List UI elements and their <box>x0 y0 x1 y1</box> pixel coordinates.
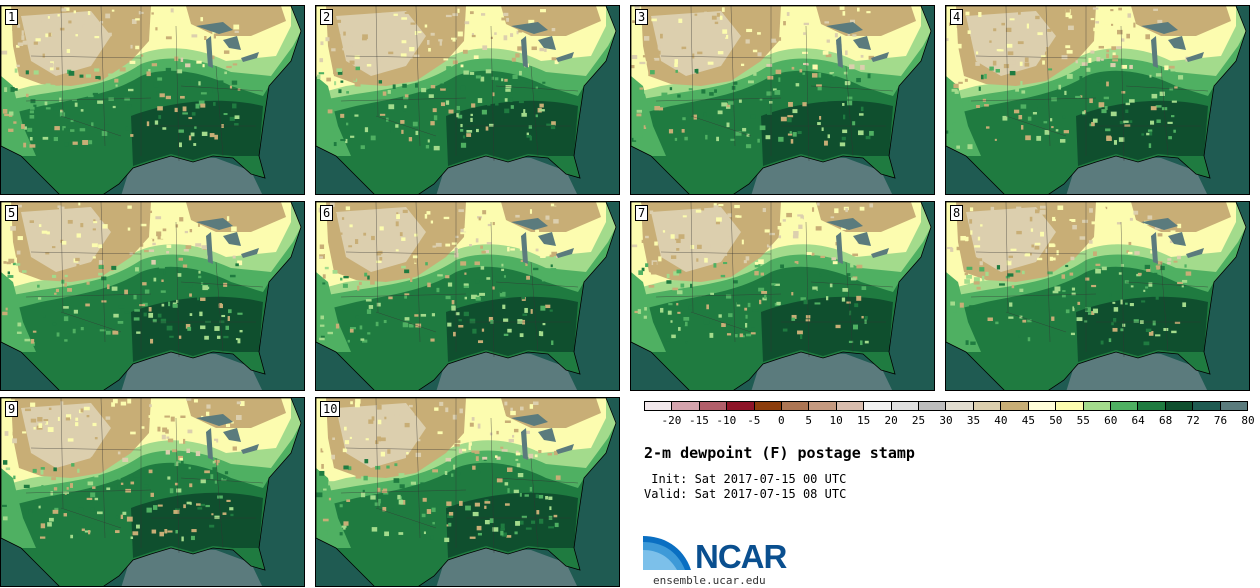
ensemble-member-panel: 4 <box>945 5 1250 195</box>
dewpoint-map <box>316 398 619 586</box>
dewpoint-map <box>1 398 304 586</box>
dewpoint-map <box>631 6 934 194</box>
colorbar-tick: 15 <box>857 414 871 427</box>
dewpoint-map <box>1 6 304 194</box>
colorbar-tick: 60 <box>1104 414 1118 427</box>
colorbar-swatch <box>672 402 700 410</box>
colorbar-swatch <box>1138 402 1166 410</box>
colorbar-tick: 50 <box>1049 414 1063 427</box>
colorbar-swatch <box>782 402 810 410</box>
member-number-label: 2 <box>320 9 334 25</box>
colorbar-tick: 0 <box>777 414 785 427</box>
member-number-label: 10 <box>320 401 341 417</box>
ensemble-member-panel: 7 <box>630 201 935 391</box>
colorbar-tick-labels: -20 -15 -10 -5 0 5 10 15 20 25 30 35 40 45 50 55 60 64 68 7… <box>644 414 1255 428</box>
member-number-label: 8 <box>950 205 964 221</box>
colorbar-tick: -15 <box>688 414 709 427</box>
ensemble-member-panel: 9 <box>0 397 305 587</box>
colorbar-swatch <box>864 402 892 410</box>
colorbar-tick: 68 <box>1159 414 1173 427</box>
colorbar-swatch <box>836 402 865 410</box>
colorbar-swatch <box>919 402 947 410</box>
colorbar-tick: 10 <box>829 414 843 427</box>
dewpoint-map <box>631 202 934 390</box>
member-number-label: 6 <box>320 205 334 221</box>
member-number-label: 7 <box>635 205 649 221</box>
member-number-label: 4 <box>950 9 964 25</box>
website-url: ensemble.ucar.edu <box>653 574 766 587</box>
dewpoint-map <box>316 6 619 194</box>
dewpoint-colorbar <box>644 401 1248 411</box>
colorbar-swatch <box>973 402 1002 410</box>
colorbar-swatch <box>699 402 728 410</box>
colorbar-swatch <box>1028 402 1057 410</box>
colorbar-swatch <box>1001 402 1029 410</box>
colorbar-swatch <box>946 402 974 410</box>
colorbar-tick: 30 <box>939 414 953 427</box>
colorbar-tick: 45 <box>1021 414 1035 427</box>
colorbar-swatch <box>727 402 755 410</box>
ensemble-member-panel: 3 <box>630 5 935 195</box>
colorbar-swatch <box>1220 402 1247 410</box>
colorbar-swatch <box>809 402 837 410</box>
colorbar-tick: 76 <box>1213 414 1228 427</box>
ensemble-member-panel: 6 <box>315 201 620 391</box>
ncar-logo-text: NCAR <box>695 538 787 575</box>
colorbar-tick: 25 <box>911 414 926 427</box>
member-number-label: 3 <box>635 9 649 25</box>
valid-time: Valid: Sat 2017-07-15 08 UTC <box>644 487 847 501</box>
plot-title: 2-m dewpoint (F) postage stamp <box>644 444 915 462</box>
member-number-label: 9 <box>5 401 19 417</box>
init-time: Init: Sat 2017-07-15 00 UTC <box>644 472 847 486</box>
colorbar-swatch <box>1165 402 1194 410</box>
colorbar-swatch <box>1193 402 1221 410</box>
colorbar-tick: 64 <box>1131 414 1145 427</box>
colorbar-tick: -5 <box>747 414 761 427</box>
colorbar-swatch <box>1056 402 1084 410</box>
colorbar-swatch <box>645 402 673 410</box>
dewpoint-map <box>1 202 304 390</box>
ensemble-member-panel: 1 <box>0 5 305 195</box>
ensemble-member-panel: 2 <box>315 5 620 195</box>
ensemble-member-panel: 8 <box>945 201 1250 391</box>
colorbar-tick: 55 <box>1076 414 1090 427</box>
colorbar-tick: 40 <box>994 414 1008 427</box>
colorbar-tick: -10 <box>716 414 737 427</box>
member-number-label: 1 <box>5 9 19 25</box>
colorbar-swatch <box>891 402 920 410</box>
colorbar-tick: 20 <box>884 414 898 427</box>
member-number-label: 5 <box>5 205 19 221</box>
ncar-logo-icon <box>643 536 691 570</box>
colorbar-tick: 5 <box>805 414 813 427</box>
colorbar-swatch <box>1083 402 1111 410</box>
colorbar-tick: 72 <box>1186 414 1200 427</box>
dewpoint-map <box>316 202 619 390</box>
ensemble-member-panel: 5 <box>0 201 305 391</box>
colorbar-tick: 80 <box>1241 414 1255 427</box>
colorbar-swatch <box>754 402 783 410</box>
dewpoint-map <box>946 202 1249 390</box>
dewpoint-map <box>946 6 1249 194</box>
ensemble-member-panel: 10 <box>315 397 620 587</box>
colorbar-swatch <box>1110 402 1139 410</box>
colorbar-tick: -20 <box>661 414 682 427</box>
colorbar-tick: 35 <box>966 414 981 427</box>
